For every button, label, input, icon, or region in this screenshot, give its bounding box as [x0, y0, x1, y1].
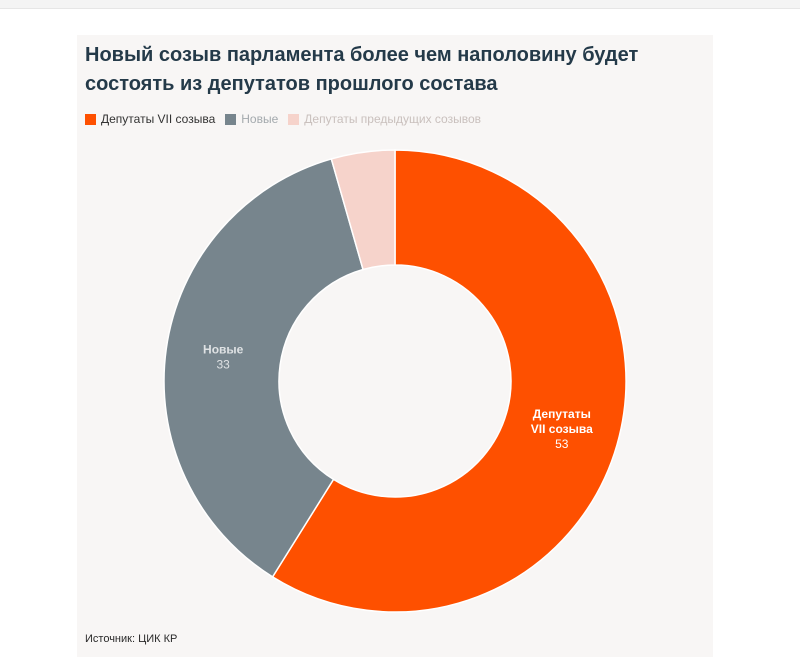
legend-item-new: Новые — [225, 112, 278, 126]
legend-label-vii: Депутаты VII созыва — [101, 112, 216, 126]
legend-item-vii: Депутаты VII созыва — [85, 112, 215, 126]
slice-vii-label: Депутаты VII созыва 53 — [531, 407, 593, 451]
legend-swatch-previous — [288, 113, 300, 125]
chart-title: Новый созыв парламента более чем наполов… — [85, 44, 639, 95]
top-bar — [0, 0, 800, 9]
legend-label-new: Новые — [241, 112, 279, 126]
legend-item-previous: Депутаты предыдущих созывов — [288, 112, 481, 126]
chart-card: Новый созыв парламента более чем наполов… — [77, 35, 713, 657]
source-note: Источник: ЦИК КР — [85, 633, 178, 645]
legend-swatch-vii — [85, 113, 96, 125]
slice-new-label: Новые 33 — [203, 342, 244, 371]
slice-vii — [271, 149, 627, 613]
donut-chart: Депутаты VII созыва 53 Новые 33 — [163, 149, 627, 613]
slice-previous — [330, 149, 396, 271]
legend-swatch-new — [225, 113, 237, 125]
slice-new — [163, 158, 364, 578]
chart-legend: Депутаты VII созыва Новые Депутаты преды… — [85, 111, 491, 127]
legend-label-previous: Депутаты предыдущих созывов — [304, 112, 482, 126]
